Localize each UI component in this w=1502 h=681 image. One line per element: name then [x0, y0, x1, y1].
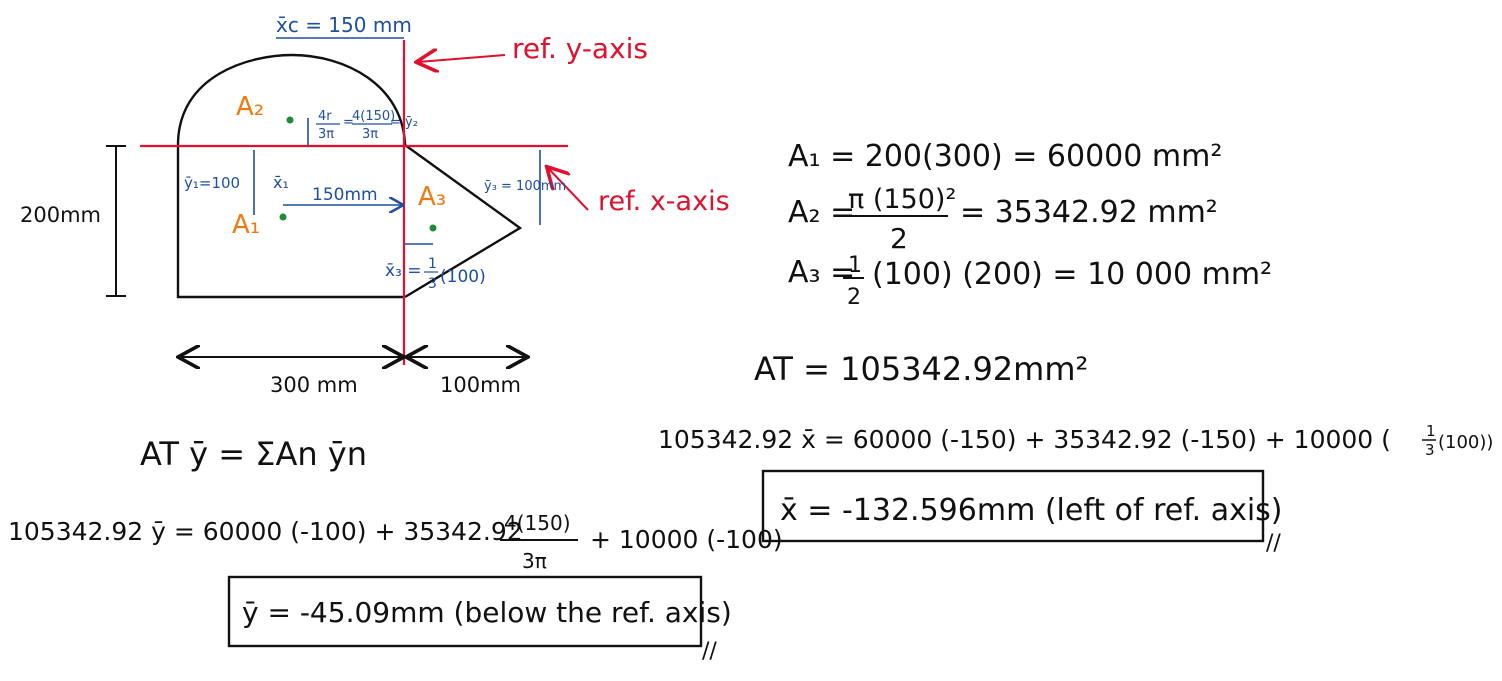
eq-a2-lhs: A₂ =	[788, 195, 855, 230]
xbar3-frac-den: 3	[428, 276, 437, 292]
dim-300-label: 300 mm	[270, 373, 358, 397]
y-result-mark: //	[702, 639, 717, 664]
ybar2-eq: =	[343, 115, 354, 130]
ref-x-callout-arrow	[548, 168, 589, 211]
ref-x-axis-label: ref. x-axis	[598, 186, 730, 217]
xbar1-label: x̄₁	[273, 173, 289, 192]
eq-aty: AT ȳ = ΣAn ȳn	[140, 435, 367, 473]
eq-y-frac-den: 3π	[522, 549, 547, 573]
x-result: x̄ = -132.596mm (left of ref. axis)	[780, 493, 1283, 528]
eq-y-tail: + 10000 (-100)	[590, 525, 783, 554]
dim-100-label: 100mm	[440, 373, 521, 397]
centroid-a2-dot	[286, 116, 294, 124]
ybar2-num: 4(150)	[352, 109, 395, 124]
ybar2-4r: 4r	[318, 109, 332, 124]
x-result-mark: //	[1266, 531, 1281, 556]
eq-a2-num: π (150)²	[848, 184, 956, 215]
centroid-a1-dot	[279, 213, 287, 221]
y-result-box	[227, 575, 703, 648]
ybar1-label: ȳ₁=100	[184, 174, 240, 192]
eq-a2-rhs: = 35342.92 mm²	[960, 195, 1218, 230]
eq-a3-num: 1	[848, 253, 862, 278]
xbar3-tail: (100)	[440, 267, 486, 287]
rectangle-outline	[176, 145, 405, 299]
x-result-box	[761, 469, 1265, 543]
ref-y-axis-label: ref. y-axis	[512, 32, 648, 65]
eq-x-frac-den: 3	[1425, 441, 1435, 459]
semicircle-outline	[176, 53, 407, 146]
composite-shape	[176, 53, 523, 299]
eq-a3-lhs: A₃ =	[788, 255, 855, 290]
ybar2-3pi: 3π	[318, 127, 334, 142]
a1-label: A₁	[232, 210, 260, 240]
eq-a2-den: 2	[890, 222, 908, 255]
centroid-a3-dot	[429, 224, 437, 232]
dim-200-label: 200mm	[20, 203, 101, 227]
eq-y-lhs: 105342.92 ȳ = 60000 (-100) + 35342.92	[8, 517, 523, 546]
xbar3-frac-num: 1	[428, 256, 437, 272]
xc-label: x̄c = 150 mm	[276, 13, 412, 37]
eq-a3-rhs: (100) (200) = 10 000 mm²	[872, 257, 1272, 292]
eq-y-frac-num: 4(150)	[504, 511, 571, 535]
dim-150-label: 150mm	[312, 185, 378, 205]
eq-x-lhs: 105342.92 x̄ = 60000 (-150) + 35342.92 (…	[658, 425, 1391, 454]
a3-label: A₃	[418, 182, 446, 212]
y-result: ȳ = -45.09mm (below the ref. axis)	[242, 596, 732, 629]
xbar3-label: x̄₃ =	[385, 261, 422, 281]
triangle-outline	[404, 144, 523, 299]
eq-a3-den: 2	[847, 285, 861, 310]
eq-x-frac-num: 1	[1426, 422, 1436, 440]
eq-a1: A₁ = 200(300) = 60000 mm²	[788, 139, 1222, 174]
ref-y-callout-arrow	[418, 55, 506, 62]
ybar3-label: ȳ₃ = 100mm	[484, 179, 566, 194]
ybar2-tail: = ȳ₂	[390, 115, 418, 130]
ybar2-den: 3π	[362, 127, 378, 142]
eq-at: AT = 105342.92mm²	[754, 350, 1088, 388]
eq-x-tail: (100))	[1438, 432, 1493, 453]
a2-label: A₂	[236, 92, 264, 122]
